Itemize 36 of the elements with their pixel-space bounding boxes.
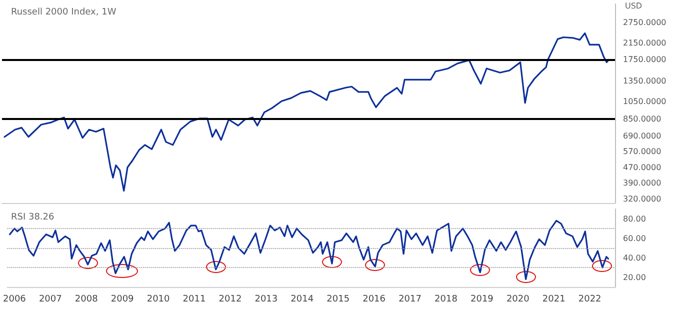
y-tick-label: 80.00 — [623, 214, 646, 224]
x-tick-label: 2017 — [398, 294, 422, 304]
x-tick-label: 2013 — [254, 294, 278, 304]
x-tick-label: 2018 — [434, 294, 458, 304]
y-tick-label: 570.0000 — [623, 147, 662, 156]
y-tick-label: 60.00 — [623, 234, 646, 243]
y-axis-title: USD — [625, 2, 642, 10]
x-tick-label: 2012 — [218, 294, 242, 304]
y-tick-label: 2150.0000 — [623, 38, 666, 48]
y-tick-label: 40.00 — [623, 253, 646, 262]
x-tick-label: 2010 — [146, 294, 170, 304]
chart-title: Russell 2000 Index, 1W — [11, 8, 116, 18]
chart-title: RSI 38.26 — [11, 212, 55, 222]
x-tick-label: 2020 — [506, 294, 530, 304]
y-tick-label: 20.00 — [623, 272, 646, 282]
x-tick-label: 2015 — [326, 294, 350, 304]
x-tick-label: 2007 — [38, 294, 62, 304]
x-tick-label: 2006 — [3, 294, 26, 304]
y-tick-label: 1350.0000 — [623, 76, 666, 86]
y-tick-label: 470.0000 — [623, 163, 662, 172]
y-tick-label: 1750.0000 — [623, 55, 666, 64]
line-series — [4, 32, 610, 192]
y-tick-label: 320.0000 — [623, 194, 662, 204]
x-tick-label: 2016 — [362, 294, 386, 304]
x-tick-label: 2022 — [578, 294, 602, 304]
y-tick-label: 690.0000 — [623, 132, 662, 141]
y-tick-label: 850.0000 — [623, 114, 662, 124]
x-tick-label: 2021 — [542, 294, 566, 304]
x-tick-label: 2008 — [74, 294, 98, 304]
y-tick-label: 1050.0000 — [623, 97, 666, 106]
x-tick-label: 2014 — [290, 294, 314, 304]
x-tick-label: 2011 — [182, 294, 206, 304]
y-tick-label: 2750.0000 — [623, 18, 666, 28]
x-tick-label: 2009 — [110, 294, 134, 304]
y-tick-label: 390.0000 — [623, 178, 662, 188]
x-tick-label: 2019 — [470, 294, 494, 304]
